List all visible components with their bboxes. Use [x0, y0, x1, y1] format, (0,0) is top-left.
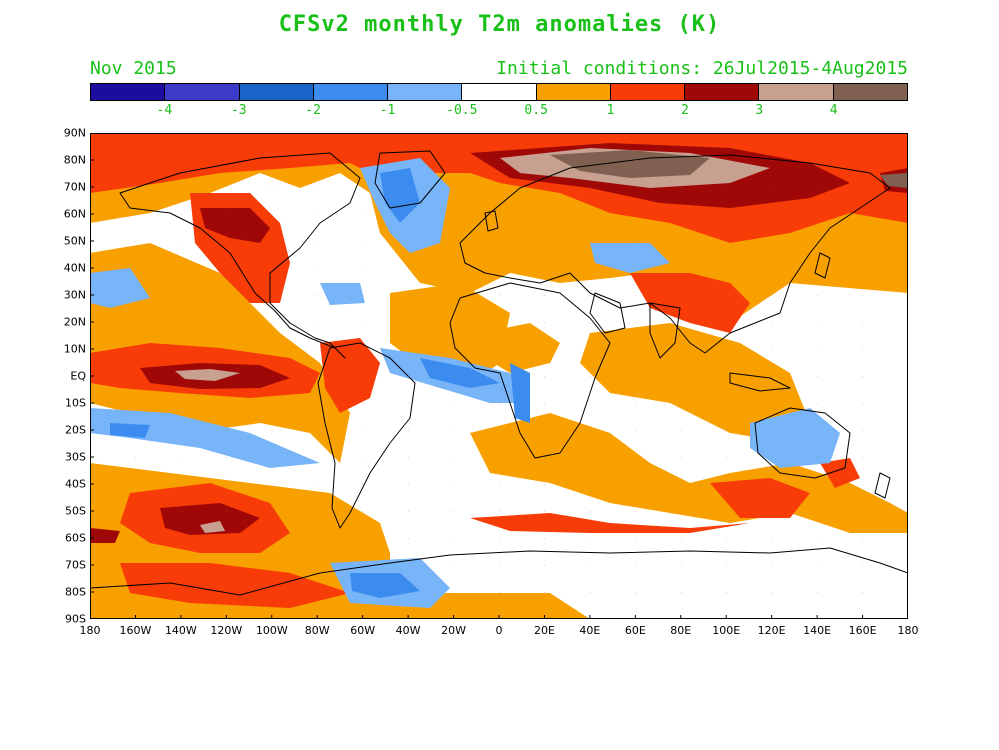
color-swatch — [165, 84, 240, 100]
color-swatch — [610, 84, 686, 100]
lon-tick-label: 20W — [441, 624, 466, 637]
scale-label: -1 — [379, 103, 396, 118]
lon-tick-label: 140W — [164, 624, 197, 637]
lat-tick-label: 50S — [65, 504, 86, 518]
lon-tick-label: 160W — [119, 624, 152, 637]
scale-label: -2 — [305, 103, 321, 118]
lat-tick-label: 70N — [63, 180, 86, 194]
lat-tick-label: 10S — [65, 396, 86, 410]
scale-label: 0.5 — [524, 103, 548, 118]
lat-tick-label: 90N — [63, 126, 86, 140]
lon-tick-label: 20E — [533, 624, 555, 637]
lat-tick-label: 70S — [65, 558, 86, 572]
lon-tick-label: 40W — [395, 624, 421, 637]
color-swatch — [388, 84, 463, 100]
lon-tick-label: 60E — [624, 624, 646, 637]
color-swatch — [833, 84, 907, 100]
lon-tick-label: 180 — [897, 624, 919, 637]
lon-tick-label: 180 — [79, 624, 101, 637]
lat-tick-label: 40S — [65, 477, 86, 491]
color-swatch — [239, 84, 314, 100]
lon-tick-label: 100W — [255, 624, 288, 637]
lat-tick-label: 30N — [63, 288, 86, 302]
color-swatch — [91, 84, 166, 100]
lon-tick-label: 40E — [579, 624, 601, 637]
lon-tick-label: 120E — [757, 624, 786, 637]
lat-tick-label: 60S — [65, 531, 86, 545]
color-scale-labels: -4 -3 -2 -1 -0.5 0.5 1 2 3 4 — [90, 103, 908, 119]
color-swatch — [759, 84, 834, 100]
lon-tick-label: 100E — [712, 624, 741, 637]
lat-tick-label: 80S — [65, 585, 86, 599]
color-scale-bar — [90, 83, 908, 101]
lat-tick-label: 20N — [63, 315, 86, 329]
lon-tick-label: 0 — [495, 624, 503, 637]
color-swatch — [685, 84, 760, 100]
lat-tick-label: 40N — [63, 261, 86, 275]
lon-tick-label: 80W — [304, 624, 330, 637]
lat-tick-label: 50N — [63, 234, 86, 248]
lon-tick-label: 80E — [670, 624, 692, 637]
color-swatch — [313, 84, 389, 100]
color-swatch — [536, 84, 611, 100]
scale-label: -0.5 — [446, 103, 478, 118]
initial-conditions: Initial conditions: 26Jul2015-4Aug2015 — [496, 58, 908, 79]
scale-label: -4 — [156, 103, 173, 118]
scale-label: 1 — [606, 103, 615, 118]
scale-label: 4 — [829, 103, 838, 118]
lon-tick-label: 120W — [210, 624, 243, 637]
lat-tick-label: 90S — [65, 612, 86, 626]
lon-tick-label: 60W — [350, 624, 376, 637]
lat-tick-label: 10N — [63, 342, 86, 356]
scale-label: 2 — [680, 103, 689, 118]
lat-tick-label: 80N — [63, 153, 86, 167]
lon-tick-label: 140E — [803, 624, 832, 637]
scale-label: -3 — [230, 103, 247, 118]
color-swatch — [462, 84, 537, 100]
scale-label: 3 — [755, 103, 764, 118]
lon-tick-label: 160E — [848, 624, 877, 637]
map-title: CFSv2 monthly T2m anomalies (K) — [278, 12, 721, 37]
anomaly-map — [90, 133, 908, 619]
lat-tick-label: EQ — [70, 369, 86, 383]
lat-tick-label: 60N — [63, 207, 86, 221]
forecast-month: Nov 2015 — [90, 58, 177, 79]
lat-tick-label: 30S — [65, 450, 86, 464]
lat-tick-label: 20S — [65, 423, 86, 437]
